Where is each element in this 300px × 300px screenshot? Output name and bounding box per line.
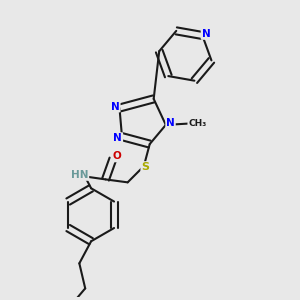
Text: N: N [111,102,120,112]
Text: CH₃: CH₃ [188,119,206,128]
Text: N: N [202,29,210,39]
Text: N: N [113,133,122,143]
Text: N: N [166,118,175,128]
Text: S: S [141,162,149,172]
Text: O: O [112,152,121,161]
Text: HN: HN [71,170,88,180]
